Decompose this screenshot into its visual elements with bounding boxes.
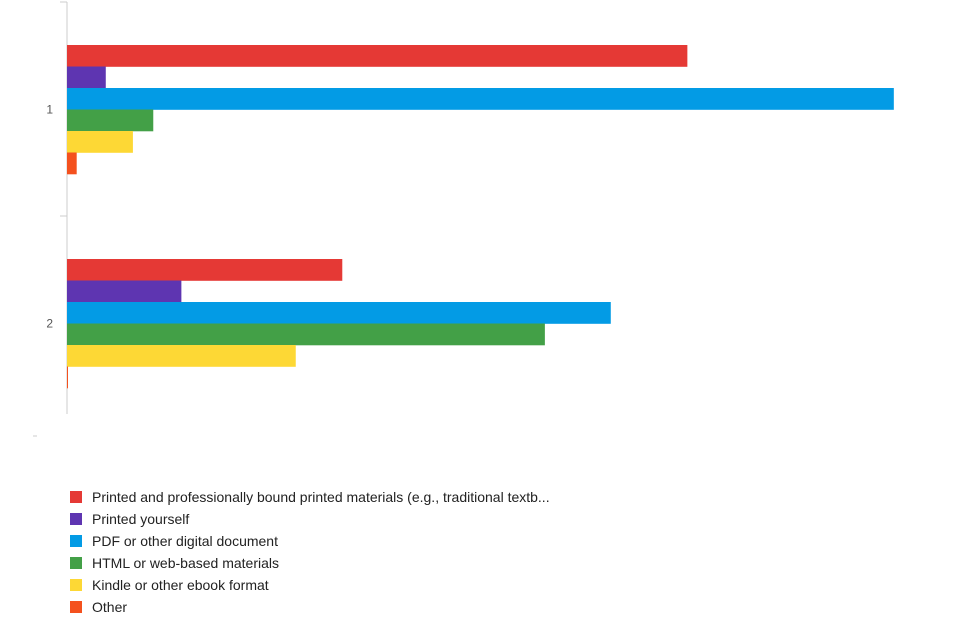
bar-2-series-6[interactable] <box>67 366 68 389</box>
legend-label: HTML or web-based materials <box>92 555 279 571</box>
legend-item[interactable]: Printed and professionally bound printed… <box>70 486 550 508</box>
bar-2-series-4[interactable] <box>67 323 545 346</box>
legend-swatch <box>70 513 82 525</box>
legend: Printed and professionally bound printed… <box>70 486 550 618</box>
category-tick-label: 1 <box>46 103 53 117</box>
legend-label: Printed yourself <box>92 511 190 527</box>
bar-1-series-3[interactable] <box>67 88 894 110</box>
bar-2-series-2[interactable] <box>67 280 182 303</box>
bar-1-series-2[interactable] <box>67 66 106 89</box>
bar-1-series-4[interactable] <box>67 109 154 132</box>
axes <box>33 1 68 437</box>
category-tick-label: 2 <box>46 317 53 331</box>
legend-label: PDF or other digital document <box>92 533 278 549</box>
chart: 12 <box>33 1 894 437</box>
legend-swatch <box>70 579 82 591</box>
legend-swatch <box>70 491 82 503</box>
bar-1-series-6[interactable] <box>67 152 77 175</box>
legend-label: Printed and professionally bound printed… <box>92 489 550 505</box>
bar-2-series-3[interactable] <box>67 302 611 324</box>
legend-item[interactable]: HTML or web-based materials <box>70 552 550 574</box>
legend-label: Other <box>92 599 128 615</box>
legend-swatch <box>70 557 82 569</box>
bar-2-series-1[interactable] <box>67 259 343 281</box>
category-tick-labels: 12 <box>46 103 53 331</box>
legend-item[interactable]: Printed yourself <box>70 508 550 530</box>
bar-1-series-1[interactable] <box>67 45 688 67</box>
legend-item[interactable]: PDF or other digital document <box>70 530 550 552</box>
legend-swatch <box>70 601 82 613</box>
bar-1-series-5[interactable] <box>67 131 133 153</box>
legend-item[interactable]: Other <box>70 596 550 618</box>
bar-2-series-5[interactable] <box>67 345 296 367</box>
legend-label: Kindle or other ebook format <box>92 577 269 593</box>
legend-item[interactable]: Kindle or other ebook format <box>70 574 550 596</box>
bars <box>67 45 894 389</box>
legend-swatch <box>70 535 82 547</box>
